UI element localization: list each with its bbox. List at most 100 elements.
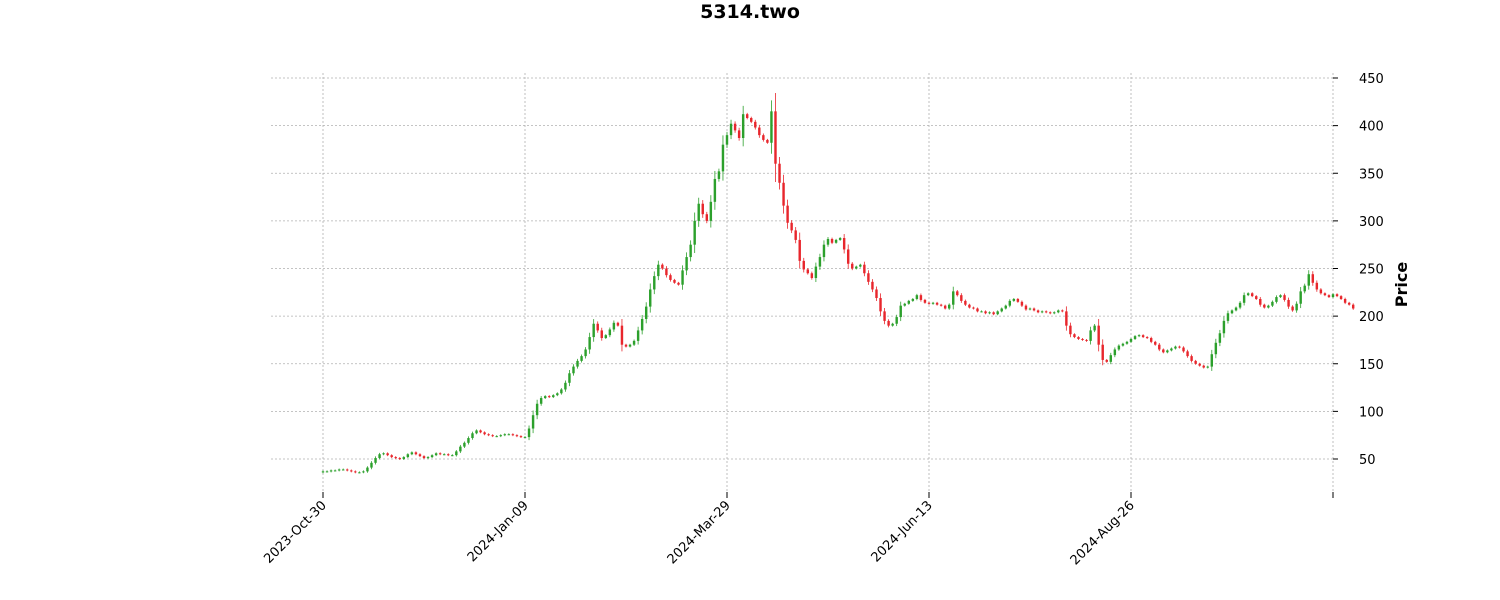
x-tick-label: 2024-Mar-29 (665, 498, 734, 567)
candle-body (1129, 338, 1133, 342)
candle-body (447, 454, 450, 456)
candle-body (713, 178, 717, 202)
candle-body (733, 123, 737, 131)
candle-body (511, 434, 515, 436)
candle-body (402, 457, 406, 459)
candle-body (491, 435, 494, 437)
candle-body (398, 458, 401, 460)
candle-body (628, 344, 632, 347)
candle-body (1174, 346, 1177, 349)
candle-body (568, 373, 571, 383)
candle-body (891, 323, 894, 326)
y-tick-label: 250 (1359, 263, 1384, 278)
candle-body (750, 118, 753, 122)
candle-body (475, 430, 478, 434)
candle-body (382, 453, 385, 455)
candle-body (1287, 299, 1290, 307)
candle-body (980, 311, 983, 313)
candle-body (422, 456, 426, 459)
candle-body (826, 238, 830, 245)
candle-body (1012, 298, 1016, 301)
candle-body (846, 249, 850, 264)
candle-body (410, 452, 414, 455)
candle-body (515, 435, 519, 437)
y-tick-label: 50 (1359, 453, 1376, 468)
candle-body (572, 366, 575, 374)
candle-body (758, 127, 761, 136)
candle-body (830, 238, 834, 243)
candle-body (960, 295, 963, 301)
candle-body (838, 238, 842, 240)
candle-body (701, 203, 704, 215)
candle-body (863, 264, 866, 274)
candle-body (539, 398, 543, 404)
candle-body (988, 312, 991, 314)
candle-body (543, 396, 547, 399)
candle-body (548, 396, 551, 398)
candle-body (665, 268, 668, 276)
candle-body (455, 451, 458, 456)
candle-body (855, 266, 858, 269)
candle-body (721, 144, 725, 172)
candle-body (770, 111, 773, 143)
candle-body (927, 302, 931, 304)
candle-body (640, 318, 644, 331)
candle-body (1226, 313, 1230, 321)
candle-body (867, 273, 870, 282)
candle-body (1141, 335, 1145, 338)
candle-body (1299, 291, 1302, 304)
candle-body (1057, 310, 1060, 313)
candle-body (673, 279, 676, 283)
candle-body (1053, 312, 1056, 314)
candle-body (1028, 308, 1032, 310)
candle-body (1032, 308, 1036, 311)
candle-body (406, 454, 410, 458)
candle-body (1343, 298, 1347, 303)
candle-body (644, 306, 648, 319)
candle-body (580, 356, 583, 361)
candle-body (1077, 337, 1080, 339)
candle-body (935, 302, 939, 305)
candle-body (1194, 360, 1197, 364)
candle-body (657, 264, 660, 277)
candle-body (467, 438, 470, 443)
candle-body (677, 282, 680, 285)
candle-body (806, 269, 810, 274)
candle-body (911, 298, 915, 301)
candle-body (507, 434, 511, 436)
candle-body (1154, 341, 1157, 345)
candle-body (1186, 351, 1189, 357)
y-tick-label: 350 (1359, 167, 1384, 182)
candle-body (952, 291, 955, 305)
candle-body (782, 182, 785, 206)
candle-body (479, 430, 482, 433)
candle-body (600, 330, 603, 339)
candle-body (362, 471, 365, 473)
candle-body (903, 303, 906, 306)
candle-body (984, 311, 987, 314)
candle-body (346, 469, 349, 471)
candle-body (1323, 293, 1327, 296)
candle-body (604, 335, 608, 339)
axis-layer: 50 100 150 200 250 300 350 400 450 2023-Oct-30 202… (261, 72, 1383, 568)
candle-body (1149, 338, 1153, 342)
candle-body (1319, 289, 1323, 294)
candle-body (754, 121, 757, 128)
candle-body (1170, 348, 1173, 351)
candle-body (964, 300, 967, 305)
candle-body (1145, 337, 1149, 339)
candle-body (705, 214, 709, 221)
candle-body (451, 455, 454, 457)
x-tick-label: 2024-Aug-26 (1068, 498, 1138, 568)
candle-body (1182, 347, 1185, 352)
candle-body (972, 307, 975, 309)
candle-body (1000, 308, 1003, 312)
candle-body (669, 275, 672, 280)
candle-body (341, 469, 345, 471)
candle-body (1069, 325, 1072, 335)
candle-body (374, 458, 377, 463)
candle-body (859, 264, 862, 267)
candle-body (1351, 304, 1355, 309)
candle-body (879, 298, 882, 312)
candle-body (1222, 320, 1226, 334)
